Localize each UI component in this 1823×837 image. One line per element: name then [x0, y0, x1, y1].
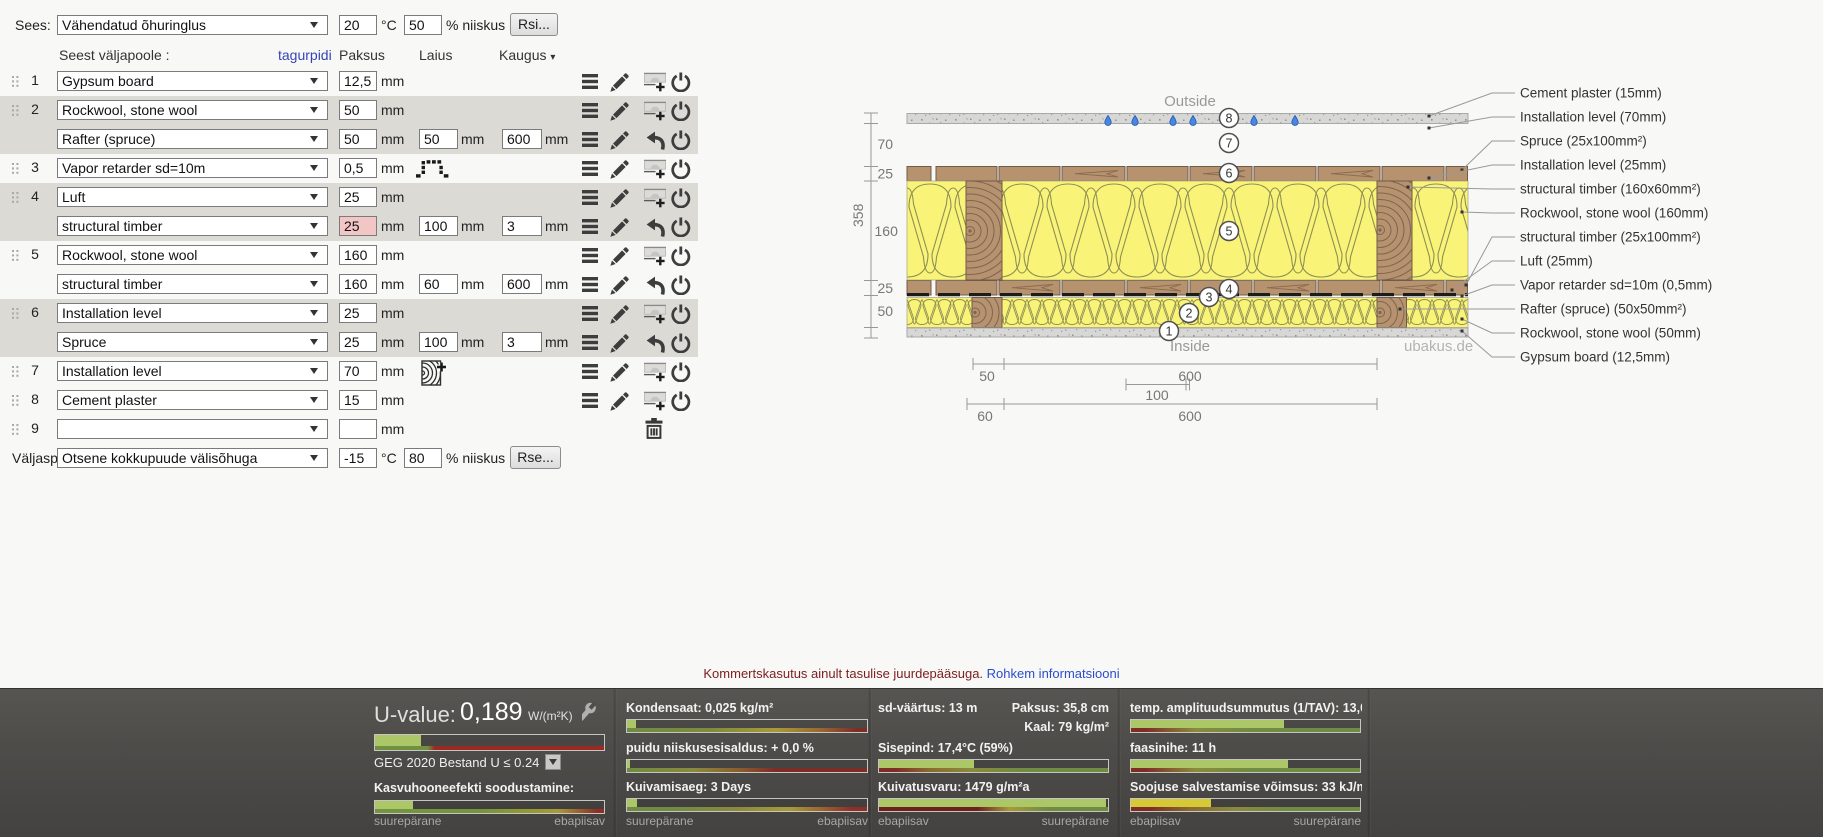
- svg-text:3: 3: [1206, 291, 1213, 305]
- svg-text:4: 4: [1226, 283, 1233, 297]
- svg-text:600: 600: [1178, 368, 1202, 384]
- svg-text:Luft (25mm): Luft (25mm): [1520, 254, 1593, 269]
- svg-text:Cement plaster (15mm): Cement plaster (15mm): [1520, 86, 1662, 101]
- svg-text:Installation level (25mm): Installation level (25mm): [1520, 158, 1666, 173]
- svg-text:Spruce (25x100mm²): Spruce (25x100mm²): [1520, 134, 1647, 149]
- svg-text:ubakus.de: ubakus.de: [1404, 338, 1473, 355]
- svg-text:Rafter (spruce) (50x50mm²): Rafter (spruce) (50x50mm²): [1520, 302, 1687, 317]
- svg-text:Rockwool, stone wool (50mm): Rockwool, stone wool (50mm): [1520, 326, 1701, 341]
- svg-text:Installation level (70mm): Installation level (70mm): [1520, 110, 1666, 125]
- svg-text:2: 2: [1186, 307, 1193, 321]
- svg-text:Gypsum board (12,5mm): Gypsum board (12,5mm): [1520, 350, 1670, 365]
- svg-text:8: 8: [1226, 112, 1233, 126]
- svg-text:Outside: Outside: [1164, 93, 1216, 110]
- svg-text:100: 100: [1145, 387, 1169, 403]
- svg-text:7: 7: [1226, 137, 1233, 151]
- svg-text:600: 600: [1178, 408, 1202, 424]
- svg-text:Inside: Inside: [1170, 338, 1210, 355]
- svg-text:1: 1: [1166, 325, 1173, 339]
- svg-text:358: 358: [850, 203, 866, 227]
- svg-text:6: 6: [1226, 167, 1233, 181]
- svg-text:Rockwool, stone wool (160mm): Rockwool, stone wool (160mm): [1520, 206, 1708, 221]
- svg-text:60: 60: [977, 408, 993, 424]
- svg-text:70: 70: [878, 136, 894, 152]
- svg-text:structural timber (25x100mm²): structural timber (25x100mm²): [1520, 230, 1701, 245]
- svg-text:structural timber (160x60mm²): structural timber (160x60mm²): [1520, 182, 1701, 197]
- svg-text:25: 25: [878, 166, 894, 182]
- svg-text:160: 160: [875, 223, 899, 239]
- svg-text:50: 50: [979, 368, 995, 384]
- svg-text:50: 50: [878, 303, 894, 319]
- svg-text:5: 5: [1226, 225, 1233, 239]
- svg-text:25: 25: [878, 280, 894, 296]
- svg-text:Vapor retarder sd=10m (0,5mm): Vapor retarder sd=10m (0,5mm): [1520, 278, 1712, 293]
